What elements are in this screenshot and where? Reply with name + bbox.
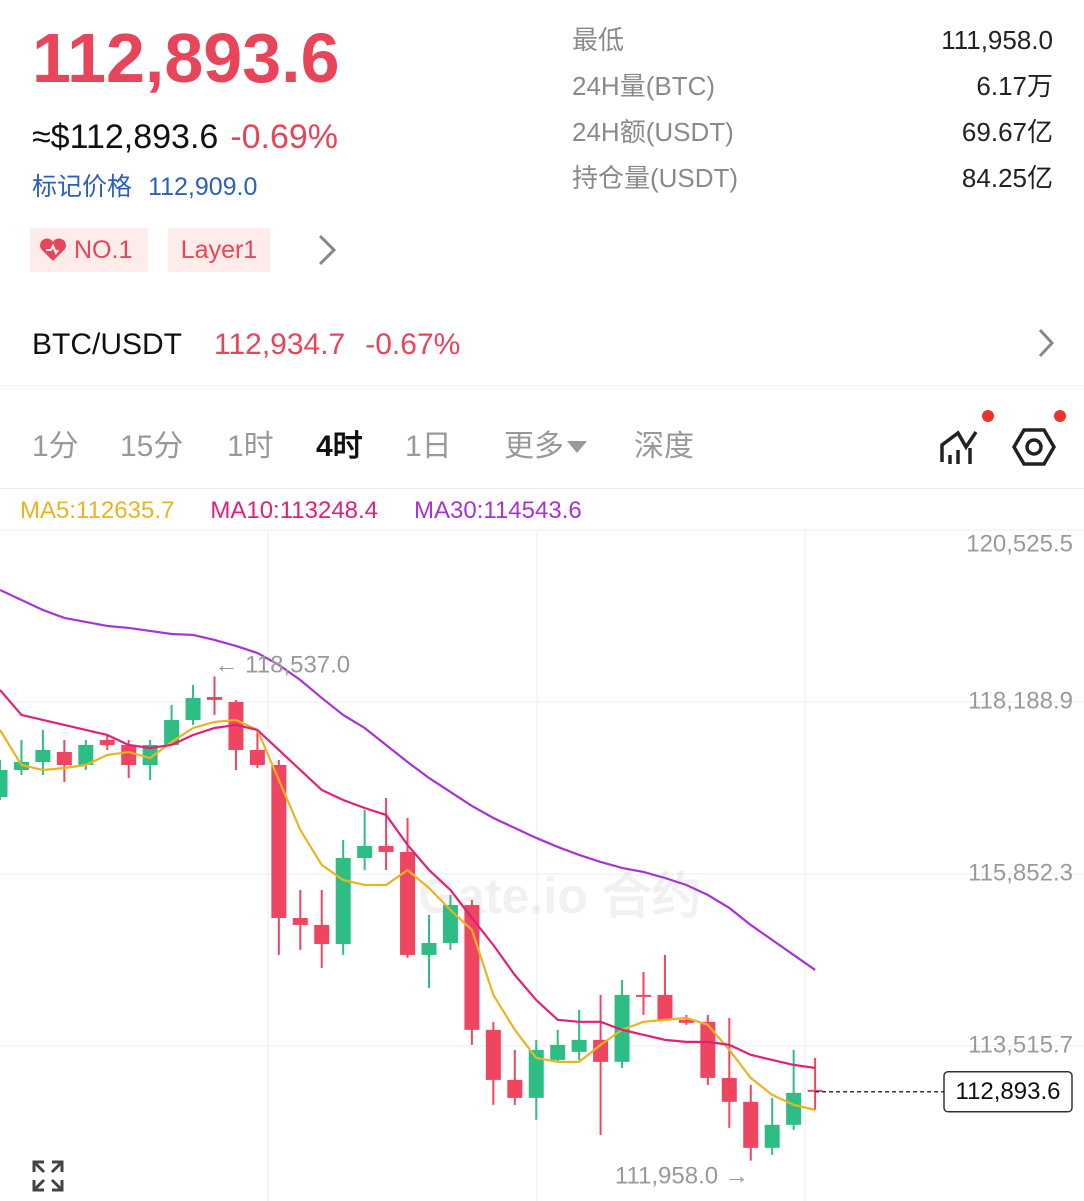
mark-label: 标记价格 <box>32 173 133 201</box>
candle-body <box>485 1029 501 1080</box>
candle-body <box>271 765 287 918</box>
candle-body <box>636 994 651 997</box>
tab[interactable]: 深度 <box>634 430 694 463</box>
settings-icon[interactable] <box>1011 410 1066 466</box>
spot-price: 112,934.7 <box>214 328 346 361</box>
stat-label: 24H额(USDT) <box>572 117 734 147</box>
candle-body <box>142 744 158 766</box>
candle-body <box>421 942 437 955</box>
candle-body <box>678 1019 694 1023</box>
tag-text: NO.1 <box>74 235 133 264</box>
candle-body <box>807 1089 823 1092</box>
candle-body <box>764 1124 780 1148</box>
candle-body <box>507 1079 523 1098</box>
candle-body <box>743 1101 759 1148</box>
spot-row[interactable]: BTC/USDT 112,934.7 -0.67% <box>32 330 460 360</box>
candle-body <box>614 994 630 1062</box>
high-marker: ← 118,537.0 <box>215 652 351 679</box>
y-tick-label: 118,188.9 <box>968 687 1073 714</box>
candle-body <box>185 697 201 720</box>
ma-line <box>0 718 816 1111</box>
stat-label: 24H量(BTC) <box>572 71 716 101</box>
candle-body <box>335 857 351 944</box>
legend-entry: MA10:113248.4 <box>210 497 379 524</box>
candle-body <box>249 749 265 766</box>
candle-body <box>464 905 480 1030</box>
expand-icon[interactable] <box>32 1160 64 1192</box>
candle-body <box>78 744 94 766</box>
y-tick-label: 115,852.3 <box>968 859 1073 886</box>
candle-body <box>292 917 308 925</box>
candle-body <box>121 744 137 766</box>
stat-label: 最低 <box>572 25 625 55</box>
stat-value: 6.17万 <box>976 71 1053 101</box>
mark-price-row: 标记价格 112,909.0 <box>32 175 257 200</box>
candle-body <box>99 739 115 745</box>
tab[interactable]: 更多 <box>504 430 564 463</box>
last-price-label: 112,893.6 <box>956 1078 1061 1105</box>
chevron[interactable] <box>318 234 337 266</box>
candle-body <box>786 1092 802 1125</box>
change: -0.69% <box>230 118 339 156</box>
mark-price: 112,909.0 <box>148 173 258 201</box>
ma-legend: MA5:112635.7 MA10:113248.4 MA30:114543.6 <box>20 499 582 523</box>
tab[interactable]: 1日 <box>405 430 452 463</box>
candle-body <box>550 1044 566 1060</box>
spot-pair: BTC/USDT <box>32 328 182 361</box>
stat-value: 69.67亿 <box>961 117 1053 147</box>
usd-price-row: ≈$112,893.6 -0.69% <box>32 120 338 154</box>
tab[interactable]: 1分 <box>32 430 79 463</box>
usd-price: ≈$112,893.6 <box>32 118 219 156</box>
stat-label: 持仓量(USDT) <box>572 163 739 193</box>
candle-body <box>593 1039 609 1062</box>
tag[interactable]: Layer1 <box>168 228 270 272</box>
last-price-box <box>943 1071 1073 1113</box>
tag-text: Layer1 <box>180 235 258 264</box>
chevron[interactable] <box>1038 328 1055 358</box>
candle-body <box>400 851 416 955</box>
candle-body <box>571 1039 587 1052</box>
candle-body <box>207 696 222 700</box>
candle-body <box>357 845 373 858</box>
heart-icon <box>40 238 66 261</box>
tab[interactable]: 15分 <box>120 430 184 463</box>
candle-body <box>35 749 51 762</box>
tab[interactable]: 4时 <box>316 430 363 463</box>
candle-body <box>0 770 8 797</box>
ma-line <box>0 588 816 971</box>
tag[interactable]: NO.1 <box>30 228 148 272</box>
spot-change: -0.67% <box>365 328 461 361</box>
last-price: 112,893.6 <box>32 19 340 97</box>
candle-body <box>378 845 394 852</box>
y-tick-label: 113,515.7 <box>968 1031 1073 1058</box>
candle-body <box>56 751 72 766</box>
dropdown-arrow <box>567 441 587 453</box>
candle-body <box>528 1049 544 1098</box>
legend-entry: MA30:114543.6 <box>414 497 582 524</box>
candle-body <box>657 994 673 1020</box>
indicator-icon[interactable] <box>940 410 994 464</box>
ma-line <box>0 689 816 1069</box>
legend-entry: MA5:112635.7 <box>20 497 175 524</box>
candle-body <box>721 1077 737 1102</box>
tab[interactable]: 1时 <box>227 430 274 463</box>
y-tick-label: 120,525.5 <box>966 530 1073 557</box>
stat-value: 111,958.0 <box>941 25 1053 55</box>
low-marker: 111,958.0 → <box>615 1162 749 1189</box>
candle-body <box>700 1021 716 1078</box>
candle-body <box>314 924 330 944</box>
stat-value: 84.25亿 <box>961 163 1053 193</box>
